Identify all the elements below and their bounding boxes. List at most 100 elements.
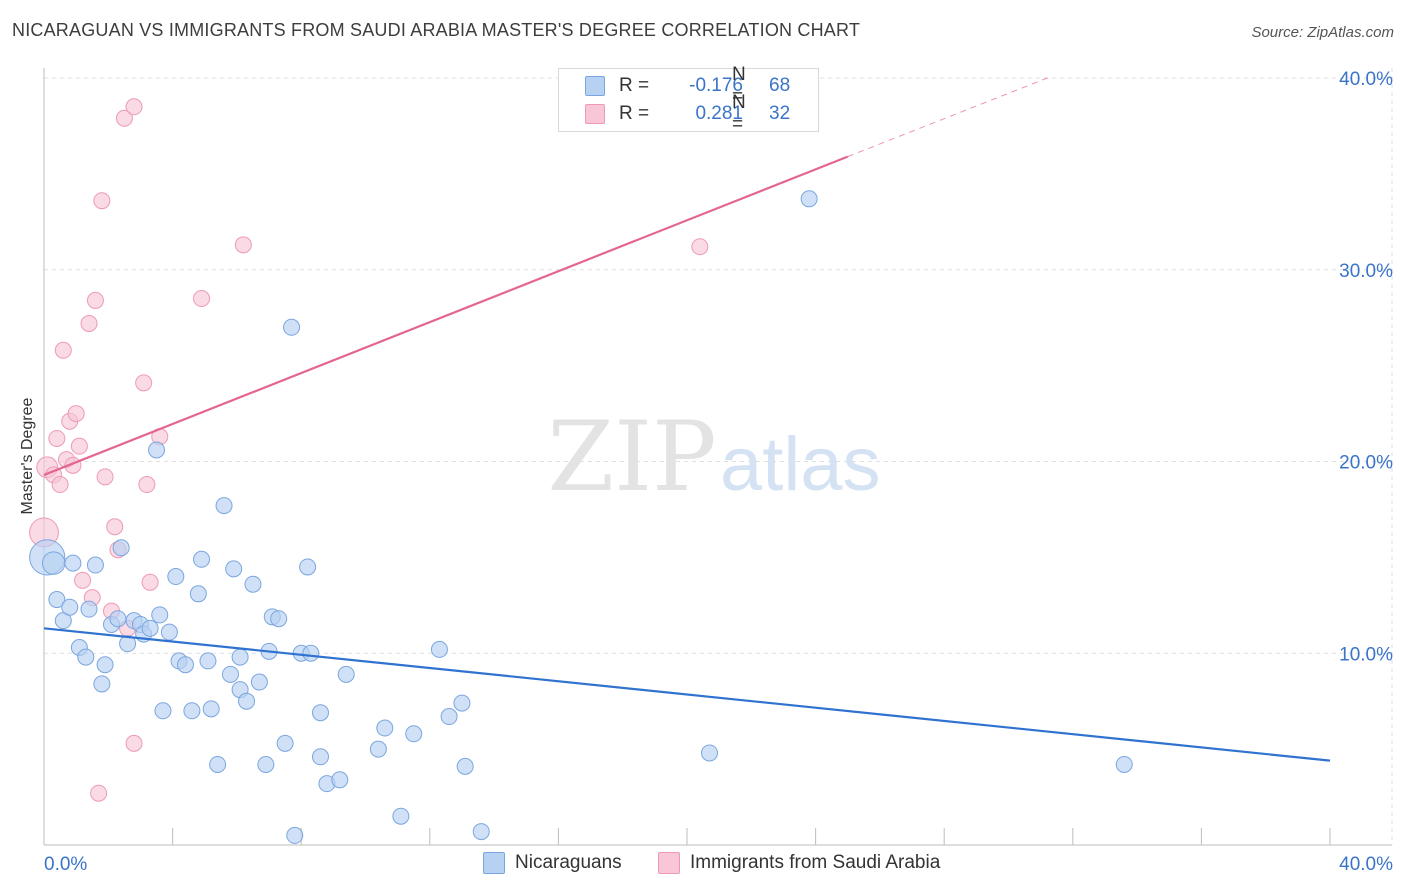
trend-line-saudi-arabia [43, 155, 849, 476]
series-nicaraguans-points [29, 190, 1133, 844]
data-point-saudi-arabia [67, 405, 85, 423]
data-point-saudi-arabia [141, 573, 159, 591]
legend-item-nicaraguans[interactable]: Nicaraguans [483, 852, 622, 874]
data-point-nicaraguan [41, 551, 66, 575]
legend-n-value: 32 [769, 103, 791, 124]
data-point-nicaraguan [154, 702, 172, 720]
data-point-saudi-arabia [106, 518, 124, 536]
x-tick-label: 0.0% [44, 854, 87, 875]
data-point-saudi-arabia [234, 236, 252, 254]
data-point-nicaraguan [430, 640, 448, 658]
legend-swatch-blue [585, 76, 605, 96]
data-point-saudi-arabia [691, 238, 709, 256]
data-point-nicaraguan [392, 807, 410, 825]
data-point-nicaraguan [183, 702, 201, 720]
data-point-nicaraguan [96, 656, 114, 674]
data-point-saudi-arabia [96, 468, 114, 486]
data-point-nicaraguan [331, 771, 349, 789]
data-point-saudi-arabia [93, 192, 111, 210]
data-point-saudi-arabia [80, 314, 98, 332]
data-point-nicaraguan [453, 694, 471, 712]
data-point-saudi-arabia [125, 98, 143, 116]
watermark-zip: ZIP [547, 401, 716, 513]
y-tick-label: 20.0% [1339, 453, 1393, 474]
data-point-nicaraguan [257, 755, 275, 773]
legend-swatch-pink [658, 852, 680, 874]
legend-r-label: R = [619, 75, 650, 96]
data-point-nicaraguan [148, 441, 166, 459]
data-point-nicaraguan [80, 600, 98, 618]
legend-label-nicaraguans: Nicaraguans [515, 852, 622, 873]
legend-item-saudi-arabia[interactable]: Immigrants from Saudi Arabia [658, 852, 940, 874]
data-point-saudi-arabia [135, 374, 153, 392]
data-point-nicaraguan [472, 823, 490, 841]
watermark-atlas: atlas [720, 422, 881, 507]
data-point-nicaraguan [440, 708, 458, 726]
data-point-nicaraguan [141, 619, 159, 637]
data-point-nicaraguan [202, 700, 220, 718]
legend-swatch-pink [585, 104, 605, 124]
data-point-nicaraguan [244, 575, 262, 593]
data-point-nicaraguan [64, 554, 82, 572]
data-point-saudi-arabia [54, 341, 72, 359]
data-point-nicaraguan [231, 648, 249, 666]
data-point-nicaraguan [167, 568, 185, 586]
data-point-nicaraguan [112, 539, 130, 557]
data-point-saudi-arabia [70, 437, 88, 455]
data-point-nicaraguan [199, 652, 217, 670]
data-point-nicaraguan [151, 606, 169, 624]
data-point-saudi-arabia [138, 476, 156, 494]
legend-label-saudi-arabia: Immigrants from Saudi Arabia [690, 852, 941, 873]
data-point-nicaraguan [276, 734, 294, 752]
data-point-saudi-arabia [193, 290, 211, 308]
data-point-saudi-arabia [74, 571, 92, 589]
legend-r-value: 0.281 [695, 103, 743, 124]
series-legend: Nicaraguans Immigrants from Saudi Arabia [0, 852, 1406, 876]
data-point-nicaraguan [286, 826, 304, 844]
trend-lines [43, 77, 1331, 762]
data-point-nicaraguan [311, 748, 329, 766]
chart-title: NICARAGUAN VS IMMIGRANTS FROM SAUDI ARAB… [12, 20, 861, 40]
trend-line-saudi-arabia-extension [847, 77, 1048, 158]
data-point-nicaraguan [48, 591, 66, 609]
correlation-legend: R = -0.176 N = 68 R = 0.281 N = 32 [558, 64, 819, 135]
data-point-nicaraguan [405, 725, 423, 743]
data-point-saudi-arabia [115, 109, 133, 127]
data-point-saudi-arabia [51, 476, 69, 494]
data-point-nicaraguan [270, 610, 288, 628]
data-point-nicaraguan [1115, 755, 1133, 773]
data-point-nicaraguan [238, 692, 256, 710]
data-point-nicaraguan [77, 648, 95, 666]
data-point-nicaraguan [376, 719, 394, 737]
y-tick-label: 10.0% [1339, 644, 1393, 665]
data-point-nicaraguan [119, 635, 137, 653]
data-point-nicaraguan [225, 560, 243, 578]
y-tick-label: 40.0% [1339, 69, 1393, 90]
data-point-nicaraguan [456, 757, 474, 775]
x-tick-label: 40.0% [1339, 854, 1393, 875]
data-point-nicaraguan [369, 740, 387, 758]
data-point-nicaraguan [109, 610, 127, 628]
data-point-nicaraguan [283, 318, 301, 336]
data-point-saudi-arabia [90, 784, 108, 802]
legend-n-label: N = [732, 64, 746, 107]
data-point-nicaraguan [701, 744, 719, 762]
data-point-saudi-arabia [86, 291, 104, 309]
data-point-nicaraguan [93, 675, 111, 693]
legend-swatch-blue [483, 852, 505, 874]
data-point-nicaraguan [209, 755, 227, 773]
data-point-nicaraguan [189, 585, 207, 603]
data-point-nicaraguan [250, 673, 268, 691]
data-point-saudi-arabia [125, 734, 143, 752]
data-point-nicaraguan [311, 704, 329, 722]
data-point-nicaraguan [302, 644, 320, 662]
data-point-nicaraguan [193, 550, 211, 568]
legend-n-label: N = [732, 92, 746, 135]
data-point-nicaraguan [800, 190, 818, 208]
legend-n-value: 68 [769, 75, 791, 96]
watermark: ZIP atlas [547, 401, 880, 513]
y-tick-label: 30.0% [1339, 261, 1393, 282]
data-point-nicaraguan [299, 558, 317, 576]
data-point-nicaraguan [215, 497, 233, 515]
